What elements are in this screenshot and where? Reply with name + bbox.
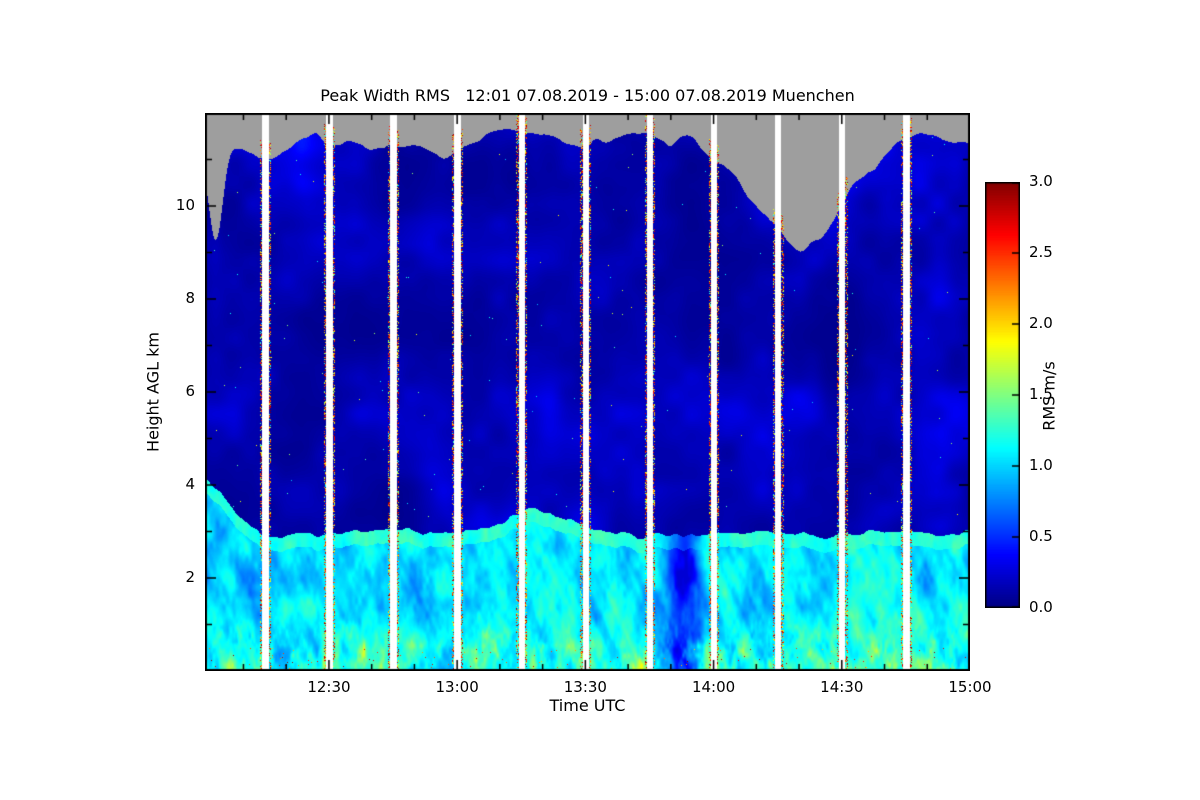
x-tick-label: 14:00 (691, 678, 736, 696)
colorbar-tick-label: 1.5 (1029, 385, 1053, 403)
x-axis-label: Time UTC (549, 696, 626, 715)
heatmap-canvas (205, 113, 970, 671)
x-tick-label: 13:30 (563, 678, 607, 696)
y-tick-label: 10 (175, 196, 195, 214)
colorbar (985, 182, 1020, 608)
x-tick-label: 12:30 (307, 678, 351, 696)
y-tick-label: 4 (185, 475, 195, 493)
x-tick-label: 15:00 (948, 678, 992, 696)
colorbar-tick-label: 0.5 (1029, 527, 1053, 545)
chart-title: Peak Width RMS 12:01 07.08.2019 - 15:00 … (320, 86, 855, 105)
x-tick-label: 13:00 (435, 678, 479, 696)
y-tick-label: 6 (185, 382, 195, 400)
colorbar-tick-label: 2.0 (1029, 314, 1053, 332)
y-tick-label: 2 (185, 568, 195, 586)
colorbar-tick-label: 2.5 (1029, 243, 1053, 261)
colorbar-tick-label: 0.0 (1029, 598, 1053, 616)
colorbar-tick-label: 3.0 (1029, 172, 1053, 190)
y-tick-label: 8 (185, 289, 195, 307)
colorbar-tick-label: 1.0 (1029, 456, 1053, 474)
x-tick-label: 14:30 (820, 678, 864, 696)
